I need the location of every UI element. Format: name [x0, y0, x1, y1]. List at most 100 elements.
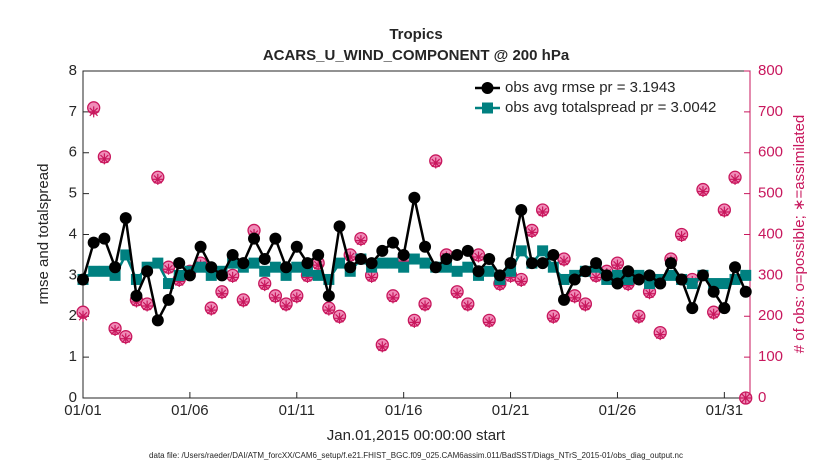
data-point — [708, 308, 720, 320]
data-point — [130, 296, 142, 308]
data-point — [173, 276, 185, 288]
data-point — [644, 278, 656, 290]
data-point — [87, 236, 100, 249]
data-point — [194, 240, 207, 253]
y-tick-label: 6 — [69, 144, 77, 161]
data-point — [386, 236, 399, 249]
x-tick-label: 01/31 — [706, 402, 744, 419]
data-point — [419, 240, 432, 253]
y-tick-label: 8 — [69, 62, 77, 79]
chart-subtitle: ACARS_U_WIND_COMPONENT @ 200 hPa — [263, 47, 570, 64]
data-point — [429, 261, 442, 274]
data-point — [248, 257, 260, 269]
y2-tick-label: 400 — [758, 225, 783, 242]
chart-title: Tropics — [389, 26, 442, 43]
data-point — [120, 333, 132, 345]
data-point — [664, 257, 677, 270]
data-point — [505, 265, 517, 277]
data-point — [130, 273, 142, 285]
data-point — [269, 232, 282, 245]
data-point — [740, 392, 752, 404]
data-point — [163, 278, 175, 290]
data-point — [568, 273, 581, 286]
data-point — [430, 157, 442, 169]
data-point — [461, 244, 474, 257]
data-point — [547, 261, 559, 273]
data-point — [408, 253, 420, 265]
data-point — [334, 257, 346, 269]
data-point — [269, 292, 281, 304]
y2-tick-label: 100 — [758, 348, 783, 365]
data-point — [718, 206, 730, 218]
data-point — [633, 312, 645, 324]
y-tick-label: 4 — [69, 225, 77, 242]
data-point — [226, 248, 239, 261]
data-point — [622, 280, 634, 292]
data-point — [579, 265, 592, 278]
y-tick-label: 1 — [69, 348, 77, 365]
y2-tick-label: 800 — [758, 62, 783, 79]
data-point — [537, 245, 549, 257]
data-point — [483, 316, 495, 328]
data-point — [408, 191, 421, 204]
y2-axis-label: # of obs: o=possible; ∗=assimilated — [791, 115, 808, 354]
data-point — [644, 288, 656, 300]
data-point — [301, 257, 314, 270]
data-point — [333, 220, 346, 233]
data-point — [654, 277, 667, 290]
footnote: data file: /Users/raeder/DAI/ATM_forcXX/… — [149, 451, 683, 460]
data-point — [183, 269, 196, 282]
data-point — [195, 261, 207, 273]
data-point — [98, 265, 110, 277]
data-point — [505, 271, 517, 283]
data-point — [707, 285, 720, 298]
data-point — [472, 265, 485, 278]
data-point — [525, 257, 538, 270]
data-point — [686, 302, 699, 315]
data-point — [280, 269, 292, 281]
data-point — [301, 265, 313, 277]
y2-tick-label: 0 — [758, 389, 766, 406]
data-point — [290, 240, 303, 253]
data-point — [280, 300, 292, 312]
data-point — [120, 249, 132, 261]
data-point — [419, 257, 431, 269]
data-point — [259, 265, 271, 277]
data-point — [173, 269, 185, 281]
data-point — [600, 269, 613, 282]
data-point — [569, 292, 581, 304]
data-point — [205, 261, 218, 274]
data-point — [579, 300, 591, 312]
data-point — [729, 273, 741, 285]
y-tick-label: 2 — [69, 307, 77, 324]
data-point — [622, 265, 635, 278]
data-point — [151, 314, 164, 327]
y-axis-label: rmse and totalspread — [35, 164, 52, 305]
data-point — [280, 261, 293, 274]
data-point — [344, 251, 356, 263]
data-point — [376, 244, 389, 257]
data-point — [451, 288, 463, 300]
data-point — [515, 276, 527, 288]
data-point — [440, 261, 452, 273]
data-point — [504, 257, 517, 270]
data-point — [462, 300, 474, 312]
plot-area — [82, 70, 751, 399]
data-point — [558, 273, 570, 285]
y2-tick-label: 700 — [758, 103, 783, 120]
x-axis-label: Jan.01,2015 00:00:00 start — [327, 427, 506, 444]
y-tick-label: 0 — [69, 389, 77, 406]
data-point — [696, 269, 709, 282]
data-point — [269, 261, 281, 273]
data-point — [494, 280, 506, 292]
data-point — [312, 259, 324, 271]
data-point — [216, 288, 228, 300]
legend-label: obs avg rmse pr = 3.1943 — [505, 79, 676, 96]
data-point — [227, 271, 239, 283]
data-point — [301, 271, 313, 283]
data-point — [739, 285, 752, 298]
data-point — [387, 292, 399, 304]
x-tick-label: 01/21 — [492, 402, 530, 419]
data-point — [237, 257, 250, 270]
data-point — [141, 265, 154, 278]
